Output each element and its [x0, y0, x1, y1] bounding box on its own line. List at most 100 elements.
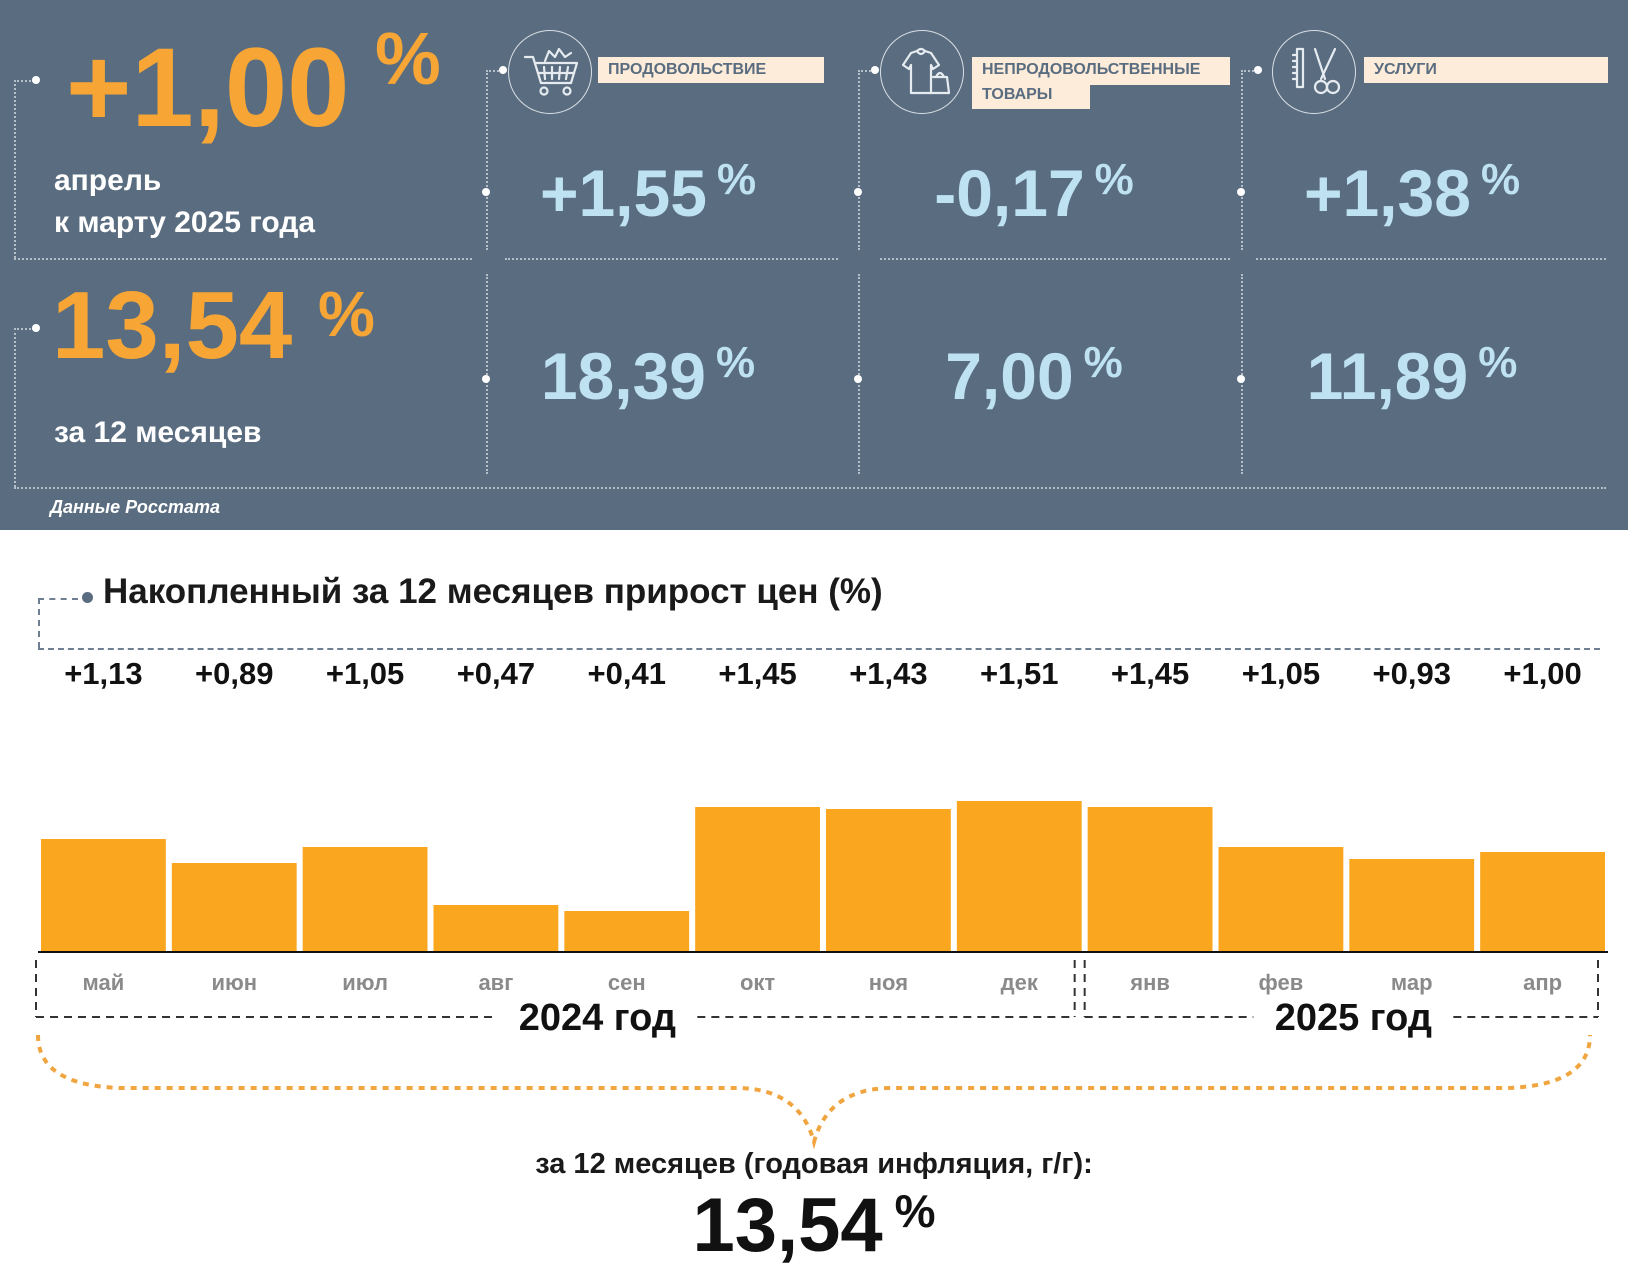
scissors-comb-icon	[1272, 30, 1356, 114]
category-badge-nonfood: НЕПРОДОВОЛЬСТВЕННЫЕ	[972, 57, 1230, 85]
divider-line	[14, 328, 34, 330]
value-label-мар: +0,93	[1373, 660, 1451, 691]
annual-inflation-total: 13,54%	[0, 1185, 1628, 1264]
value-label-май: +1,13	[64, 660, 142, 691]
bar-сен	[564, 911, 690, 952]
bar-июл	[302, 847, 428, 952]
divider-line	[486, 274, 488, 474]
nonfood-annual-value: 7,00	[945, 339, 1074, 413]
month-label-сен: сен	[608, 970, 646, 995]
category-badge-nonfood-line2: ТОВАРЫ	[982, 86, 1053, 103]
value-label-дек: +1,51	[980, 660, 1058, 691]
category-badge-food: ПРОДОВОЛЬСТВИЕ	[598, 57, 824, 83]
value-label-ноя: +1,43	[849, 660, 927, 691]
divider-line	[14, 258, 472, 260]
value-label-авг: +0,47	[457, 660, 535, 691]
title-connector	[38, 598, 40, 648]
category-badge-nonfood-line1: НЕПРОДОВОЛЬСТВЕННЫЕ	[982, 61, 1201, 78]
bar-фев	[1218, 847, 1344, 952]
divider-line	[858, 70, 860, 250]
guide-node	[482, 375, 490, 383]
annual-caption: за 12 месяцев	[54, 416, 262, 449]
guide-node	[499, 66, 507, 74]
divider-line	[14, 80, 34, 82]
services-monthly-value: +1,38	[1303, 156, 1471, 230]
nonfood-monthly-value: -0,17	[934, 156, 1085, 230]
services-monthly-percent: %	[1480, 155, 1521, 204]
monthly-inflation-value: +1,00	[66, 25, 350, 150]
annual-brace	[36, 1034, 1592, 1150]
annual-inflation-caption: за 12 месяцев (годовая инфляция, г/г):	[535, 1148, 1093, 1180]
title-underline	[38, 648, 1600, 650]
divider-line	[1241, 70, 1243, 250]
value-label-июн: +0,89	[195, 660, 273, 691]
nonfood-monthly-metric: -0,17%	[884, 158, 1184, 227]
food-monthly-value: +1,55	[539, 156, 707, 230]
guide-node	[32, 76, 40, 84]
food-annual-value: 18,39	[540, 339, 707, 413]
bar-окт	[695, 807, 820, 952]
guide-node	[854, 375, 862, 383]
guide-node	[854, 188, 862, 196]
monthly-caption-line1: апрель	[54, 164, 162, 197]
monthly-inflation-percent: %	[375, 17, 441, 100]
title-connector	[38, 598, 78, 600]
divider-line	[1256, 258, 1606, 260]
category-badge-nonfood-line2-box: ТОВАРЫ	[972, 85, 1090, 109]
divider-line	[14, 487, 1606, 489]
divider-line	[858, 274, 860, 474]
divider-line	[880, 258, 1230, 260]
value-labels: +1,13 +0,89 +1,05 +0,47 +0,41 +1,45 +1,43 +1,51…	[64, 660, 1582, 691]
food-annual-percent: %	[716, 338, 756, 387]
annual-inflation-total-value: 13,54	[692, 1183, 883, 1268]
category-badge-services: УСЛУГИ	[1364, 57, 1608, 83]
guide-node	[32, 324, 40, 332]
bar-мар	[1349, 859, 1475, 952]
divider-line	[1241, 70, 1257, 72]
chart-title: Накопленный за 12 месяцев прирост цен (%…	[103, 572, 883, 611]
services-monthly-metric: +1,38%	[1262, 158, 1562, 227]
value-label-янв: +1,45	[1111, 660, 1189, 691]
services-annual-percent: %	[1478, 338, 1518, 387]
month-label-окт: окт	[740, 970, 775, 995]
food-monthly-metric: +1,55%	[498, 158, 798, 227]
nonfood-annual-percent: %	[1083, 338, 1123, 387]
year-label: 2025 год	[1275, 997, 1432, 1039]
data-source-note: Данные Росстата	[50, 497, 220, 517]
year-label: 2024 год	[519, 997, 676, 1039]
month-label-ноя: ноя	[869, 970, 908, 995]
value-label-июл: +1,05	[326, 660, 404, 691]
month-label-авг: авг	[478, 970, 513, 995]
divider-line	[14, 328, 16, 487]
value-label-фев: +1,05	[1242, 660, 1320, 691]
divider-line	[486, 70, 502, 72]
month-label-мар: мар	[1391, 970, 1433, 995]
annual-inflation-total-percent: %	[894, 1185, 936, 1237]
month-label-дек: дек	[1001, 970, 1039, 995]
divider-line	[14, 80, 16, 258]
services-annual-metric: 11,89%	[1262, 341, 1562, 410]
bar-апр	[1480, 852, 1605, 952]
annual-inflation-percent: %	[318, 278, 375, 350]
guide-node	[1237, 188, 1245, 196]
bar-янв	[1087, 807, 1213, 952]
food-monthly-percent: %	[716, 155, 757, 204]
clothing-bag-icon	[880, 30, 964, 114]
value-label-окт: +1,45	[718, 660, 796, 691]
services-annual-value: 11,89	[1306, 339, 1469, 413]
bar-авг	[433, 905, 559, 952]
summary-panel: +1,00 % апрель к марту 2025 года 13,54 %…	[0, 0, 1628, 530]
guide-node	[1237, 375, 1245, 383]
value-label-апр: +1,00	[1503, 660, 1581, 691]
divider-line	[1241, 274, 1243, 474]
bar-chart: +1,13 +0,89 +1,05 +0,47 +0,41 +1,45 +1,43 +1,51…	[35, 660, 1608, 1039]
divider-line	[858, 70, 874, 72]
bar-ноя	[826, 809, 951, 952]
year-brackets: 2024 год 2025 год	[35, 960, 1599, 1039]
divider-line	[505, 258, 838, 260]
monthly-caption-line2: к марту 2025 года	[54, 206, 316, 239]
annual-inflation-value: 13,54	[52, 272, 293, 379]
guide-node	[482, 188, 490, 196]
shopping-cart-icon	[508, 30, 592, 114]
nonfood-monthly-percent: %	[1094, 155, 1134, 204]
